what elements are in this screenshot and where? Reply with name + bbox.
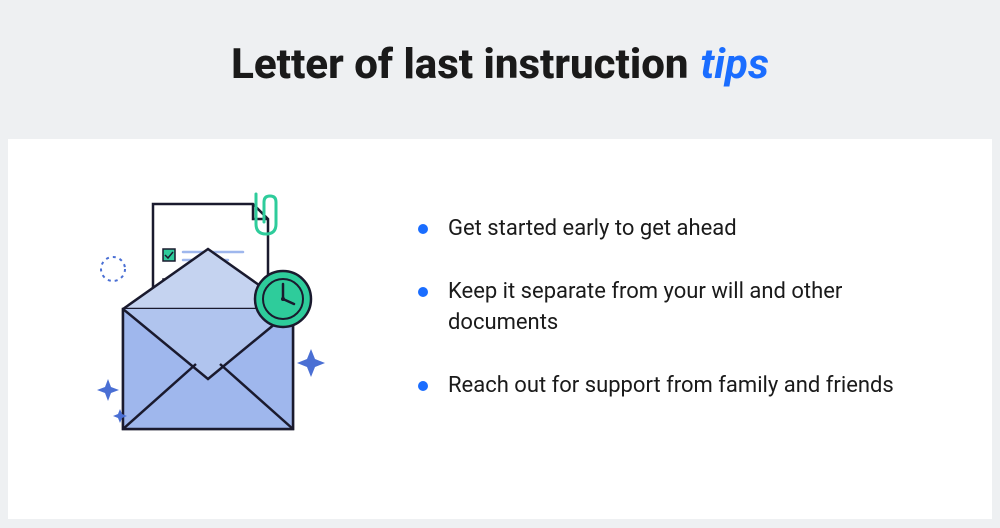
content-card: Get started early to get ahead Keep it s… <box>8 139 992 519</box>
envelope-illustration <box>68 184 348 464</box>
tip-item: Reach out for support from family and fr… <box>418 371 932 402</box>
dotted-circle-icon <box>101 257 125 281</box>
header-section: Letter of last instruction tips <box>0 0 1000 139</box>
envelope-front-icon <box>123 309 293 429</box>
sparkle-left-icon <box>97 379 119 401</box>
clock-icon <box>255 271 311 327</box>
tip-item: Get started early to get ahead <box>418 214 932 245</box>
tip-item: Keep it separate from your will and othe… <box>418 277 932 339</box>
title-main: Letter of last instruction <box>231 40 688 89</box>
tips-list: Get started early to get ahead Keep it s… <box>418 214 932 433</box>
title-accent: tips <box>700 40 768 89</box>
sparkle-right-icon <box>297 349 325 377</box>
